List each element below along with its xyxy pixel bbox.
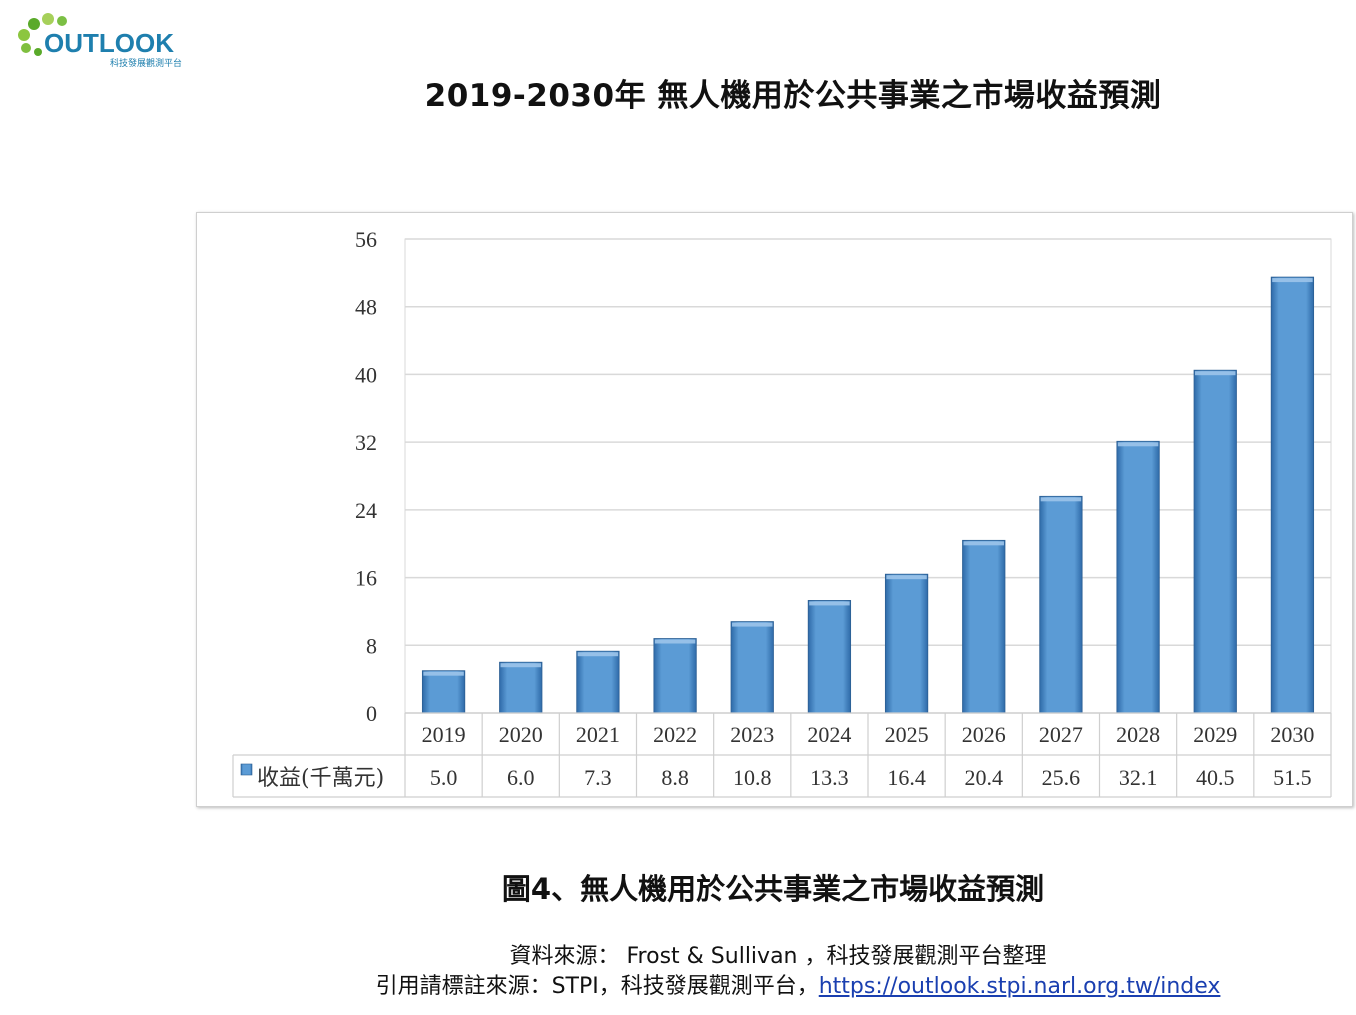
data-value-label: 40.5 — [1196, 765, 1235, 790]
bar — [421, 670, 466, 714]
bar-highlight — [1272, 278, 1313, 283]
bar — [807, 600, 852, 714]
data-value-label: 32.1 — [1119, 765, 1158, 790]
bar-highlight — [500, 663, 541, 668]
category-label: 2019 — [422, 722, 466, 747]
category-label: 2030 — [1270, 722, 1314, 747]
legend-key — [240, 763, 253, 776]
y-tick-label: 48 — [355, 295, 377, 320]
category-label: 2028 — [1116, 722, 1160, 747]
bar — [653, 638, 697, 714]
data-value-label: 5.0 — [430, 765, 458, 790]
bar-highlight — [577, 652, 619, 657]
data-value-label: 7.3 — [584, 765, 612, 790]
figure-caption: 圖4、無人機用於公共事業之市場收益預測 — [501, 872, 1045, 906]
bar — [1116, 440, 1160, 714]
category-label: 2020 — [499, 722, 543, 747]
data-value-label: 10.8 — [733, 765, 772, 790]
citation-link[interactable]: https://outlook.stpi.narl.org.tw/index — [818, 974, 1221, 999]
citation-prefix: 引用請標註來源：STPI，科技發展觀測平台， — [375, 974, 819, 999]
chart-frame: 0 8 16 24 32 40 48 56 2019 2020 2021 2022 2023 2024 2… — [196, 212, 1353, 807]
data-value-label: 20.4 — [965, 765, 1004, 790]
bar-highlight — [963, 541, 1004, 546]
category-label: 2021 — [576, 722, 620, 747]
y-tick-label: 16 — [355, 566, 377, 591]
category-label: 2022 — [653, 722, 697, 747]
y-tick-label: 24 — [355, 498, 377, 523]
page-title: 2019-2030年 無人機用於公共事業之市場收益預測 — [424, 78, 1162, 114]
bar-highlight — [1117, 442, 1159, 447]
category-label: 2025 — [885, 722, 929, 747]
gridlines — [404, 238, 1332, 714]
bar — [1039, 495, 1083, 714]
data-value-label: 13.3 — [810, 765, 849, 790]
citation-note: 引用請標註來源：STPI，科技發展觀測平台，https://outlook.st… — [0, 968, 1356, 1000]
data-value-label: 8.8 — [661, 765, 689, 790]
category-label: 2027 — [1039, 722, 1083, 747]
bar — [730, 621, 774, 714]
legend-series-name: 收益(千萬元) — [257, 766, 384, 791]
logo-tagline: 科技發展觀測平台 — [110, 57, 182, 69]
data-value-label: 51.5 — [1273, 765, 1312, 790]
y-tick-label: 8 — [366, 633, 377, 658]
plot-area-border — [404, 238, 1332, 714]
bar — [962, 539, 1006, 714]
bar-highlight — [654, 639, 696, 644]
data-table: 2019 2020 2021 2022 2023 2024 2025 2026 2027 2028… — [232, 712, 1332, 798]
bar-highlight — [1195, 371, 1236, 376]
category-label: 2026 — [962, 722, 1006, 747]
bar-highlight — [809, 601, 850, 606]
bar — [884, 573, 929, 714]
category-label: 2024 — [807, 722, 851, 747]
bars — [421, 276, 1315, 714]
bar-highlight — [886, 575, 927, 580]
y-tick-label: 56 — [355, 227, 377, 252]
bar-highlight — [423, 671, 464, 676]
data-value-label: 16.4 — [887, 765, 926, 790]
data-value-label: 25.6 — [1042, 765, 1081, 790]
y-tick-label: 40 — [355, 362, 377, 387]
logo-wordmark: OUTLOOK — [44, 28, 174, 58]
bar — [1270, 276, 1315, 714]
source-note: 資料來源： Frost & Sullivan ，科技發展觀測平台整理 — [509, 944, 1047, 969]
bar — [576, 650, 620, 714]
category-label: 2023 — [730, 722, 774, 747]
y-tick-label: 32 — [355, 430, 377, 455]
data-value-label: 6.0 — [507, 765, 535, 790]
bar — [1193, 369, 1237, 714]
bar-highlight — [732, 622, 773, 627]
bar — [499, 661, 543, 714]
outlook-logo: OUTLOOK 科技發展觀測平台 — [14, 8, 186, 70]
bar-highlight — [1040, 497, 1082, 502]
y-axis-ticks: 0 8 16 24 32 40 48 56 — [355, 227, 377, 726]
y-tick-label: 0 — [366, 701, 377, 726]
category-label: 2029 — [1193, 722, 1237, 747]
